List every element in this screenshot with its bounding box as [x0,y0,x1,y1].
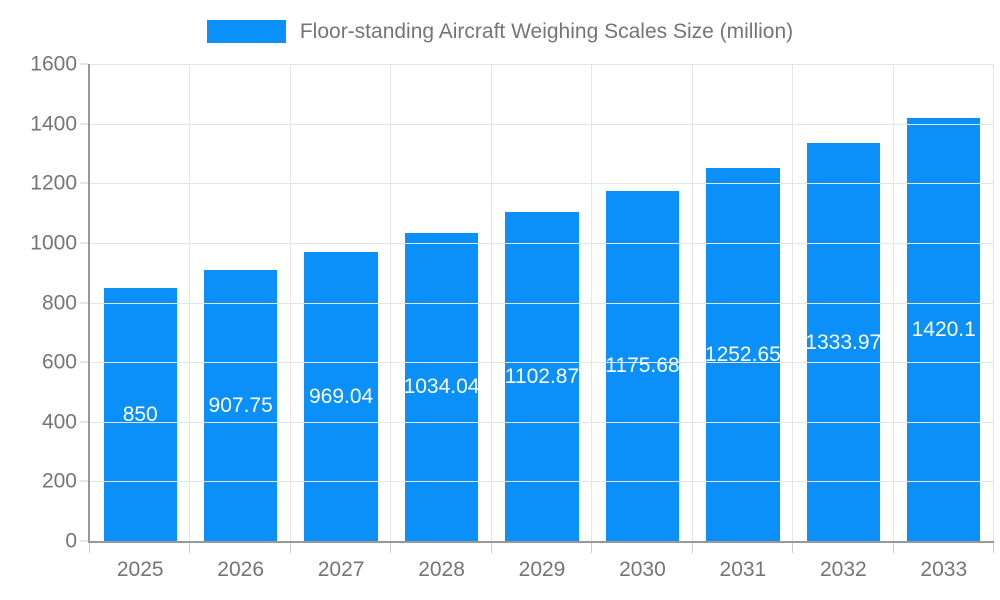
y-tick-mark [80,361,88,363]
bar-value-label-2031: 1252.65 [706,342,780,366]
x-tick-label-2031: 2031 [719,558,767,581]
x-tick-label-2030: 2030 [619,558,666,581]
legend-swatch[interactable] [206,19,286,43]
y-tick-label-800: 800 [41,291,77,314]
bar-band-2029: 1102.87 [492,64,592,541]
bar-value-label-2030: 1175.68 [605,354,680,378]
x-tick-mark [892,543,894,553]
bar-value-label-2028: 1034.04 [404,375,479,399]
x-tick-label-2026: 2026 [217,558,265,581]
y-tick-label-1000: 1000 [30,231,77,255]
bar-value-label-2033: 1420.1 [911,317,976,341]
y-tick-label-400: 400 [41,410,77,434]
y-tick-mark [80,63,88,65]
bar-band-2027: 969.04 [291,64,391,541]
bar-value-label-2027: 969.04 [308,384,374,408]
bar-band-2025: 850 [90,64,190,541]
legend-label: Floor-standing Aircraft Weighing Scales … [299,19,794,43]
y-tick-label-0: 0 [65,529,77,553]
x-tick-mark [691,543,693,553]
x-tick-label-2025: 2025 [116,558,164,581]
bar-band-2028: 1034.04 [391,64,491,541]
y-tick-mark [80,302,88,303]
plot-area: 850 907.75 969.04 1034.04 1102.87 1175.68 1252… [30,54,994,580]
bar-value-label-2025: 850 [122,402,158,426]
bar-band-2030: 1175.68 [592,64,692,541]
y-tick-label-1600: 1600 [30,52,77,76]
x-tick-mark [390,543,392,553]
x-tick-mark [993,543,994,553]
bar-2025[interactable]: 850 [103,287,177,541]
y-tick-label-600: 600 [41,350,77,374]
bar-band-2033: 1420.1 [894,64,994,541]
x-tick-mark [189,543,191,553]
bar-2028[interactable]: 1034.04 [404,232,479,541]
y-tick-mark [80,242,88,244]
x-tick-label-2032: 2032 [819,558,867,581]
x-tick-mark [289,543,291,553]
x-tick-label-2029: 2029 [518,558,566,581]
bar-2026[interactable]: 907.75 [204,270,278,541]
y-tick-mark [80,480,88,482]
y-tick-mark [80,540,88,542]
bar-2031[interactable]: 1252.65 [706,167,780,541]
y-tick-label-200: 200 [41,469,77,493]
bar-band-2026: 907.75 [190,64,290,541]
x-tick-mark [792,543,794,553]
bar-band-2031: 1252.65 [693,64,793,541]
y-tick-label-1400: 1400 [30,112,77,136]
x-tick-label-2027: 2027 [317,558,365,581]
x-tick-label-2033: 2033 [920,558,968,581]
x-tick-mark [591,543,593,553]
y-tick-mark [80,182,88,184]
bar-band-2032: 1333.97 [793,64,893,541]
legend[interactable]: Floor-standing Aircraft Weighing Scales … [0,17,1000,45]
bar-value-label-2029: 1102.87 [505,365,579,389]
bar-2033[interactable]: 1420.1 [907,117,981,541]
y-tick-mark [80,123,88,125]
y-tick-label-1200: 1200 [30,171,77,195]
bar-value-label-2026: 907.75 [208,394,273,418]
x-tick-mark [89,543,90,553]
bar-2030[interactable]: 1175.68 [605,190,680,541]
y-tick-mark [80,421,88,423]
bar-value-label-2032: 1333.97 [806,330,880,354]
bar-2027[interactable]: 969.04 [304,252,378,541]
bar-2029[interactable]: 1102.87 [505,212,579,541]
bar-2032[interactable]: 1333.97 [806,143,880,541]
x-tick-label-2028: 2028 [418,558,465,581]
bars-layer: 850 907.75 969.04 1034.04 1102.87 1175.68 1252… [90,64,994,541]
x-tick-mark [490,543,492,553]
